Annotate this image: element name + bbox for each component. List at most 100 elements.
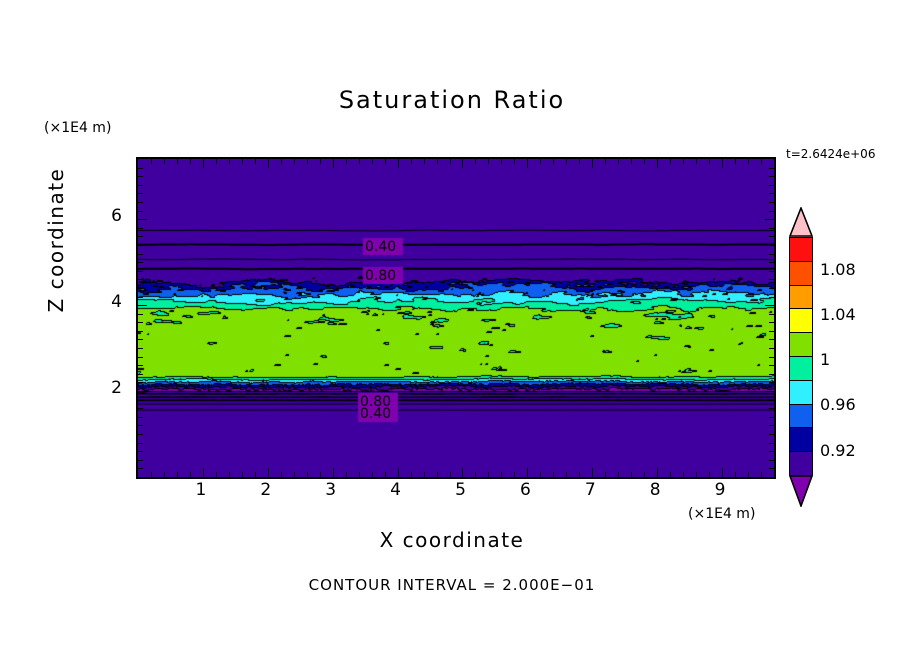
y-axis-tick (138, 167, 143, 169)
y-axis-tick (138, 296, 143, 298)
x-axis-tick-top (644, 159, 646, 164)
colorbar-tick-label: 1.04 (820, 305, 856, 324)
y-axis-tick-right (769, 184, 774, 186)
colorbar-band (789, 260, 813, 287)
y-axis-tick-right (769, 382, 774, 384)
x-axis-tick-top (657, 159, 659, 168)
x-axis-tick-top (735, 159, 737, 164)
y-axis-title: Z coordinate (44, 167, 68, 313)
y-tick-label: 4 (111, 292, 122, 313)
x-axis-tick (371, 472, 373, 477)
y-axis-tick (138, 373, 143, 375)
x-axis-tick-top (514, 159, 516, 164)
x-axis-tick-top (462, 159, 464, 168)
x-axis-tick (709, 472, 711, 477)
x-axis-tick (345, 472, 347, 477)
contour-label: 0.40 (365, 239, 397, 255)
y-axis-tick-right (769, 434, 774, 436)
x-axis-tick (449, 472, 451, 477)
y-axis-tick-right (769, 201, 774, 203)
x-axis-tick (566, 472, 568, 477)
x-axis-tick (761, 472, 763, 477)
x-axis-tick (189, 472, 191, 477)
x-axis-tick-top (553, 159, 555, 164)
contour-label: 0.80 (360, 394, 392, 410)
colorbar-tick-label: 0.92 (820, 441, 856, 460)
colorbar-band (789, 308, 813, 334)
y-axis-tick-right (765, 391, 774, 393)
y-axis-tick-right (769, 227, 774, 229)
colorbar (789, 207, 813, 507)
y-axis-tick-right (769, 451, 774, 453)
colorbar-top-tip-outline (789, 207, 813, 237)
x-axis-tick (514, 472, 516, 477)
time-annotation: t=2.6424e+06 (786, 147, 876, 161)
x-axis-tick (579, 472, 581, 477)
x-axis-tick (228, 472, 230, 477)
x-axis-tick (397, 468, 399, 477)
y-axis-tick-right (769, 468, 774, 470)
y-axis-tick-right (769, 348, 774, 350)
x-axis-tick (436, 472, 438, 477)
page-title: Saturation Ratio (338, 86, 566, 114)
x-axis-tick-top (319, 159, 321, 164)
x-axis-tick-top (293, 159, 295, 164)
x-axis-tick (696, 472, 698, 477)
y-axis-tick-right (769, 176, 774, 178)
y-axis-tick (138, 468, 143, 470)
x-axis-tick (319, 472, 321, 477)
y-axis-tick-right (769, 373, 774, 375)
y-axis-tick-right (769, 270, 774, 272)
x-axis-tick-top (384, 159, 386, 164)
x-axis-tick-top (163, 159, 165, 164)
y-axis-tick-right (769, 167, 774, 169)
x-axis-tick-top (241, 159, 243, 164)
x-axis-tick-top (358, 159, 360, 164)
x-axis-tick-top (774, 159, 775, 164)
x-axis-tick (293, 472, 295, 477)
x-axis-tick (215, 472, 217, 477)
y-axis-tick-right (769, 193, 774, 195)
y-axis-tick-right (769, 330, 774, 332)
x-axis-tick-top (631, 159, 633, 164)
x-axis-tick (488, 472, 490, 477)
colorbar-band (789, 356, 813, 382)
colorbar-band (789, 237, 813, 263)
x-axis-tick-top (397, 159, 399, 168)
x-axis-tick-top (748, 159, 750, 164)
y-axis-tick-right (769, 339, 774, 341)
x-axis-unit-label: (×1E4 m) (688, 506, 756, 522)
y-axis-tick-right (769, 416, 774, 418)
x-axis-title: X coordinate (379, 528, 525, 552)
y-axis-tick (138, 244, 143, 246)
x-axis-tick (644, 472, 646, 477)
y-axis-tick (138, 451, 143, 453)
y-axis-tick (138, 399, 143, 401)
x-axis-tick-top (475, 159, 477, 164)
x-axis-tick (280, 472, 282, 477)
x-axis-tick (670, 472, 672, 477)
x-axis-tick (735, 472, 737, 477)
y-axis-tick (138, 305, 147, 307)
contour-label: 0.40 (360, 406, 392, 422)
x-tick-label: 7 (584, 480, 596, 500)
x-axis-tick-top (696, 159, 698, 164)
y-axis-tick-right (769, 442, 774, 444)
x-axis-tick-top (189, 159, 191, 164)
y-axis-tick (138, 236, 143, 238)
y-axis-tick (138, 193, 143, 195)
y-tick-label: 6 (111, 206, 122, 227)
x-axis-tick-top (150, 159, 152, 164)
y-axis-tick (138, 210, 143, 212)
x-axis-tick-top (566, 159, 568, 164)
x-axis-tick (150, 472, 152, 477)
x-tick-label: 6 (519, 480, 531, 500)
x-axis-tick (631, 472, 633, 477)
x-axis-tick-top (709, 159, 711, 164)
y-axis-tick (138, 201, 143, 203)
x-axis-tick-top (332, 159, 334, 168)
x-axis-tick-top (254, 159, 256, 164)
y-axis-tick (138, 227, 143, 229)
x-tick-label: 9 (714, 480, 726, 500)
x-axis-tick (618, 472, 620, 477)
